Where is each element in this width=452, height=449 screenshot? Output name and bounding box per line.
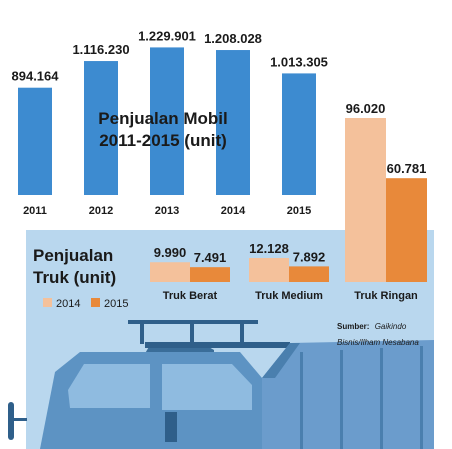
- car-year-label: 2012: [89, 205, 113, 217]
- car-year-label: 2014: [221, 205, 246, 217]
- car-sales-bars: [18, 47, 316, 196]
- car-value-labels: 894.164 1.116.230 1.229.901 1.208.028 1.013.…: [12, 28, 328, 83]
- car-value-label: 1.229.901: [138, 28, 196, 43]
- legend: 2014 2015: [43, 298, 128, 310]
- truck-labels: 9.990 7.491 Truk Berat 12.128 7.892 Truk Medi…: [154, 101, 427, 302]
- truck-bar-2014: [249, 258, 289, 282]
- car-bar-2012: [84, 61, 118, 195]
- truck-value-label: 7.491: [194, 250, 227, 265]
- truck-chart-title: Penjualan: [33, 246, 113, 265]
- truck-bar-2015: [190, 267, 230, 282]
- truck-bar-2014: [150, 262, 190, 282]
- car-year-label: 2011: [23, 205, 47, 217]
- truck-value-label: 9.990: [154, 245, 187, 260]
- truck-bar-2015: [386, 178, 427, 282]
- truck-bar-2014: [345, 118, 386, 282]
- truck-category-label: Truk Berat: [163, 290, 218, 302]
- car-year-label: 2013: [155, 205, 179, 217]
- car-value-label: 1.116.230: [72, 42, 129, 57]
- car-value-label: 1.013.305: [270, 54, 328, 69]
- legend-label-2014: 2014: [56, 298, 80, 310]
- car-year-labels: 2011 2012 2013 2014 2015: [23, 205, 311, 217]
- truck-value-label: 12.128: [249, 241, 289, 256]
- car-bar-2015: [282, 73, 316, 195]
- car-value-label: 894.164: [12, 69, 60, 84]
- truck-value-label: 96.020: [346, 101, 386, 116]
- legend-label-2015: 2015: [104, 298, 128, 310]
- source-name: Gaikindo: [375, 322, 407, 331]
- truck-value-label: 7.892: [293, 249, 326, 264]
- car-chart-title: Penjualan Mobil: [98, 109, 227, 128]
- car-bar-2014: [216, 50, 250, 196]
- truck-bar-2015: [289, 266, 329, 282]
- legend-swatch-2014: [43, 298, 52, 307]
- truck-value-label: 60.781: [387, 161, 427, 176]
- truck-sales-bars: [150, 118, 427, 282]
- car-bar-2011: [18, 87, 52, 195]
- source-label: Sumber:: [337, 322, 369, 331]
- truck-chart-title: Truk (unit): [33, 268, 116, 287]
- car-chart-title: 2011-2015 (unit): [99, 131, 227, 150]
- car-value-label: 1.208.028: [204, 31, 262, 46]
- car-bar-2013: [150, 47, 184, 195]
- legend-swatch-2015: [91, 298, 100, 307]
- dump-truck-illustration: [8, 320, 434, 449]
- car-year-label: 2015: [287, 205, 311, 217]
- source-credit: Bisnis/Ilham Nesabana: [337, 338, 419, 347]
- truck-category-label: Truk Medium: [255, 290, 323, 302]
- source-line: Sumber: Gaikindo: [337, 322, 407, 331]
- truck-category-label: Truk Ringan: [354, 290, 418, 302]
